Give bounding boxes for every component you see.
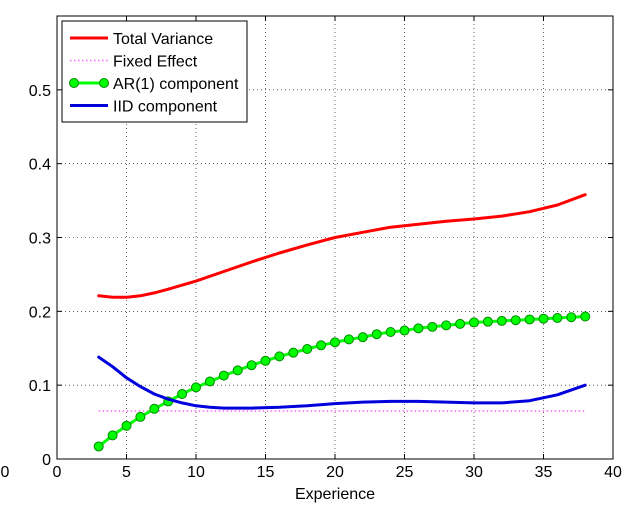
legend-label-ar-1-component: AR(1) component xyxy=(113,76,239,93)
x-axis-label: Experience xyxy=(295,486,375,503)
series-layer xyxy=(93,193,591,452)
series-point-ar-1-component xyxy=(538,313,549,324)
series-point-ar-1-component xyxy=(246,360,257,371)
series-point-ar-1-component xyxy=(441,320,452,331)
y-tick-label: 0.5 xyxy=(29,83,51,100)
x-tick-label: 20 xyxy=(326,464,344,481)
series-point-ar-1-component xyxy=(469,317,479,328)
x-tick-label: 30 xyxy=(465,464,483,481)
series-point-ar-1-component xyxy=(330,337,340,348)
y-tick-label: 0.3 xyxy=(29,231,51,248)
x-tick-label: 35 xyxy=(535,464,553,481)
legend: Total Variance Fixed Effect AR(1) componen… xyxy=(61,20,248,123)
series-point-ar-1-component xyxy=(455,318,466,329)
series-point-ar-1-component xyxy=(357,332,368,343)
series-point-ar-1-component xyxy=(177,389,188,400)
legend-marker xyxy=(99,78,109,88)
y-tick-label: 0.1 xyxy=(29,378,51,395)
series-point-ar-1-component xyxy=(343,334,354,345)
legend-marker xyxy=(69,78,79,88)
x-tick-label: 25 xyxy=(396,464,414,481)
series-point-ar-1-component xyxy=(580,311,591,322)
series-point-ar-1-component xyxy=(496,315,507,326)
series-point-ar-1-component xyxy=(427,321,438,332)
series-point-ar-1-component xyxy=(121,420,132,431)
series-point-ar-1-component xyxy=(371,329,382,340)
x-tick-label: 10 xyxy=(187,464,205,481)
series-point-ar-1-component xyxy=(135,411,146,422)
legend-label-total-variance: Total Variance xyxy=(113,31,213,48)
series-point-ar-1-component xyxy=(302,343,313,354)
axis-ticks: 0 5 10 15 20 25 30 35 40 0 0.1 0.2 0.3 0.4 0.5 xyxy=(29,16,622,481)
series-point-ar-1-component xyxy=(107,430,118,441)
series-point-ar-1-component xyxy=(399,325,410,336)
x-tick-label: 40 xyxy=(604,464,622,481)
series-point-ar-1-component xyxy=(218,370,229,381)
series-point-ar-1-component xyxy=(191,382,201,393)
series-point-ar-1-component xyxy=(510,315,521,326)
x-tick-label: 0 xyxy=(53,464,62,481)
series-point-ar-1-component xyxy=(204,376,215,387)
series-point-ar-1-component xyxy=(260,355,271,366)
series-point-ar-1-component xyxy=(413,323,424,334)
series-point-ar-1-component xyxy=(552,312,563,323)
y-tick-label: 0.2 xyxy=(29,304,51,321)
series-point-ar-1-component xyxy=(93,441,104,452)
series-point-ar-1-component xyxy=(274,351,285,362)
series-point-ar-1-component xyxy=(288,347,299,358)
legend-label-iid-component: IID component xyxy=(113,99,218,116)
series-point-ar-1-component xyxy=(482,316,493,327)
series-line-total-variance xyxy=(97,193,587,299)
series-point-ar-1-component xyxy=(524,314,535,325)
legend-label-fixed-effect: Fixed Effect xyxy=(113,54,198,71)
x-tick-label: 5 xyxy=(122,464,131,481)
series-point-ar-1-component xyxy=(385,327,396,338)
y-tick-label: 0 xyxy=(42,452,51,469)
y-tick-label: 0.4 xyxy=(29,157,51,174)
series-line-iid-component xyxy=(97,355,587,410)
extra-left-tick-label: 0 xyxy=(1,464,10,481)
series-point-ar-1-component xyxy=(566,312,577,323)
series-point-ar-1-component xyxy=(316,340,327,351)
series-point-ar-1-component xyxy=(232,365,243,376)
x-tick-label: 15 xyxy=(257,464,275,481)
series-point-ar-1-component xyxy=(149,403,160,414)
